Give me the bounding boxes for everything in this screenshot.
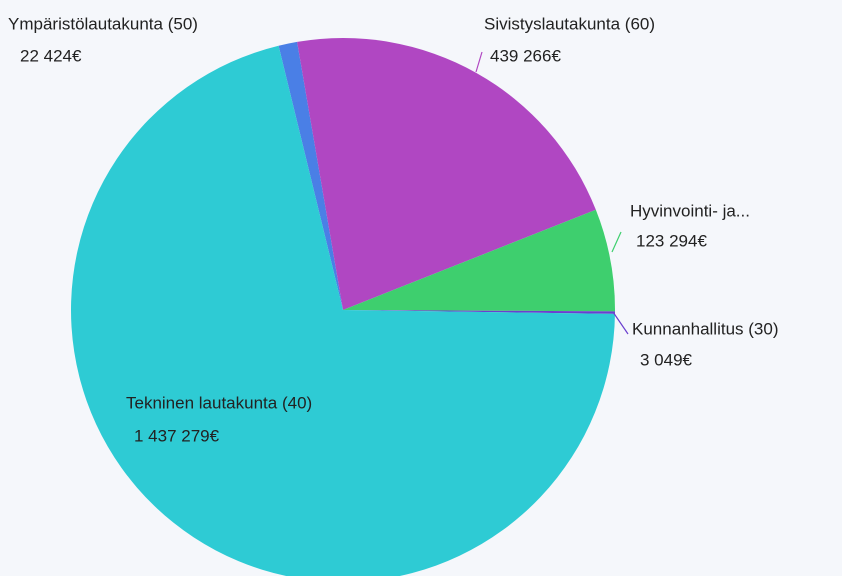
slice-value-label: 3 049€ — [640, 350, 693, 369]
slice-label: Tekninen lautakunta (40) — [126, 393, 312, 412]
slice-value-label: 1 437 279€ — [134, 426, 220, 445]
slice-value-label: 439 266€ — [490, 46, 561, 65]
pie-slice — [71, 45, 615, 576]
leader-line — [611, 231, 622, 253]
pie-slice — [343, 209, 615, 312]
slice-label: Ympäristölautakunta (50) — [8, 14, 198, 33]
slice-value-label: 22 424€ — [20, 46, 82, 65]
leader-line — [475, 51, 483, 73]
pie-slice — [278, 41, 343, 310]
slice-label: Kunnanhallitus (30) — [632, 319, 778, 338]
slice-label: Sivistyslautakunta (60) — [484, 14, 655, 33]
leader-line — [612, 311, 629, 335]
pie-slice — [343, 310, 615, 314]
slice-value-label: 123 294€ — [636, 231, 707, 250]
slice-label: Hyvinvointi- ja... — [630, 201, 750, 220]
pie-slice — [297, 38, 596, 311]
